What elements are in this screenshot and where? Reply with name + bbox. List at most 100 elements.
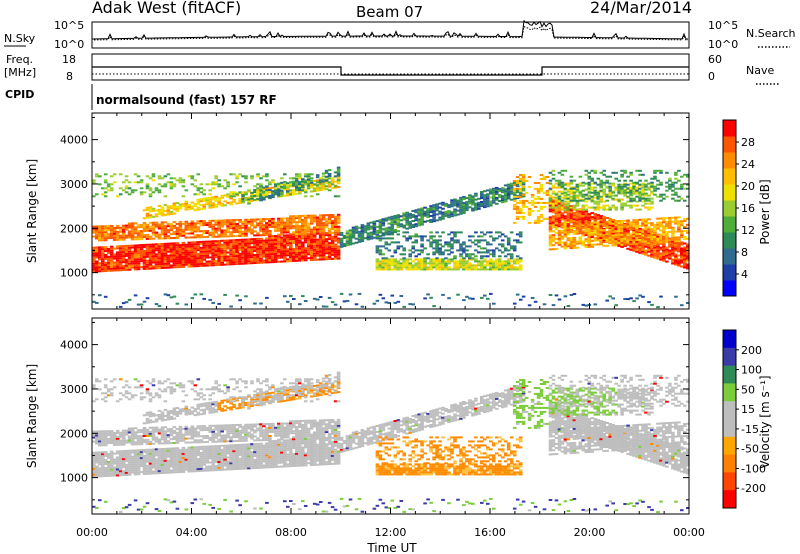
power-cell xyxy=(306,251,311,254)
power-cell xyxy=(444,249,448,252)
power-cell xyxy=(423,268,427,271)
power-cell xyxy=(127,232,132,235)
power-cell xyxy=(145,243,150,246)
power-cell xyxy=(503,188,508,191)
power-cell xyxy=(477,207,481,210)
power-cell xyxy=(602,204,606,207)
power-cell xyxy=(283,183,287,186)
power-cell xyxy=(671,236,675,239)
power-cell xyxy=(486,297,490,300)
power-cell xyxy=(157,175,162,178)
power-cell xyxy=(560,231,565,234)
power-cell xyxy=(226,223,230,226)
power-cell xyxy=(572,240,577,243)
power-cell xyxy=(596,233,601,236)
power-cell xyxy=(336,179,341,182)
power-cell xyxy=(632,245,636,248)
power-cell xyxy=(130,230,135,233)
power-cell xyxy=(133,189,138,192)
power-cell xyxy=(208,204,212,207)
power-cell xyxy=(593,217,598,220)
power-cell xyxy=(683,254,687,257)
power-cell xyxy=(593,227,598,230)
power-cell xyxy=(593,237,598,240)
power-cell xyxy=(127,234,132,237)
power-cell xyxy=(671,216,675,219)
power-cell xyxy=(500,233,505,236)
power-cell xyxy=(309,230,314,233)
power-cell xyxy=(593,200,598,203)
power-cell xyxy=(375,260,380,263)
power-cell xyxy=(306,222,311,225)
power-cell xyxy=(199,256,204,259)
power-cell xyxy=(614,230,618,233)
power-cell xyxy=(301,251,305,254)
power-cell xyxy=(405,262,409,265)
power-cell xyxy=(462,249,466,252)
power-cell xyxy=(477,239,481,242)
power-cell xyxy=(145,208,150,211)
power-cell xyxy=(521,211,526,214)
power-cell xyxy=(521,183,526,186)
power-cell xyxy=(590,239,595,242)
power-cell xyxy=(142,228,147,230)
power-cell xyxy=(95,262,99,265)
power-cell xyxy=(608,185,612,188)
power-cell xyxy=(232,251,236,254)
power-cell xyxy=(309,247,314,249)
power-cell xyxy=(295,249,299,252)
power-cell xyxy=(306,235,311,238)
power-cell xyxy=(145,206,150,209)
power-cell xyxy=(235,235,239,237)
power-cell xyxy=(408,216,412,219)
power-cell xyxy=(402,258,406,261)
power-cell xyxy=(187,204,192,207)
power-cell xyxy=(423,247,427,250)
power-cell xyxy=(551,199,556,202)
power-cell xyxy=(572,190,577,193)
power-cell xyxy=(160,257,165,259)
power-cell xyxy=(232,261,236,264)
power-cell xyxy=(286,184,290,187)
power-cell xyxy=(617,244,621,247)
power-cell xyxy=(271,225,275,228)
power-cell xyxy=(184,257,189,260)
power-cell xyxy=(232,225,236,228)
power-cell xyxy=(130,254,135,257)
power-cell xyxy=(489,192,493,195)
power-cell xyxy=(148,210,153,213)
power-cell xyxy=(103,239,108,242)
power-cell xyxy=(262,241,266,244)
power-cell xyxy=(327,236,332,239)
power-cell xyxy=(623,182,627,185)
power-cell xyxy=(620,235,624,238)
power-cell xyxy=(486,195,490,198)
power-cell xyxy=(426,253,430,256)
power-cell xyxy=(581,211,586,214)
power-cell xyxy=(417,224,421,227)
power-cell xyxy=(178,256,183,258)
power-cell xyxy=(336,227,341,230)
power-cell xyxy=(217,240,221,242)
power-cell xyxy=(193,224,198,227)
power-cell xyxy=(154,235,159,238)
power-cell xyxy=(133,294,138,297)
power-cell xyxy=(241,200,245,203)
power-cell xyxy=(647,230,651,233)
power-cell xyxy=(121,236,126,239)
power-cell xyxy=(229,239,233,242)
power-cell xyxy=(399,253,404,256)
power-cell xyxy=(118,265,123,268)
power-cell xyxy=(575,215,580,218)
power-cell xyxy=(274,237,278,239)
power-cell xyxy=(202,193,206,196)
power-cell xyxy=(662,257,666,260)
power-cell xyxy=(223,223,227,226)
power-cell xyxy=(292,250,296,252)
power-cell xyxy=(151,267,156,270)
power-cell xyxy=(453,264,457,267)
power-cell xyxy=(605,224,609,227)
power-cell xyxy=(271,255,275,258)
power-cell xyxy=(223,235,227,238)
power-cell xyxy=(196,257,201,260)
